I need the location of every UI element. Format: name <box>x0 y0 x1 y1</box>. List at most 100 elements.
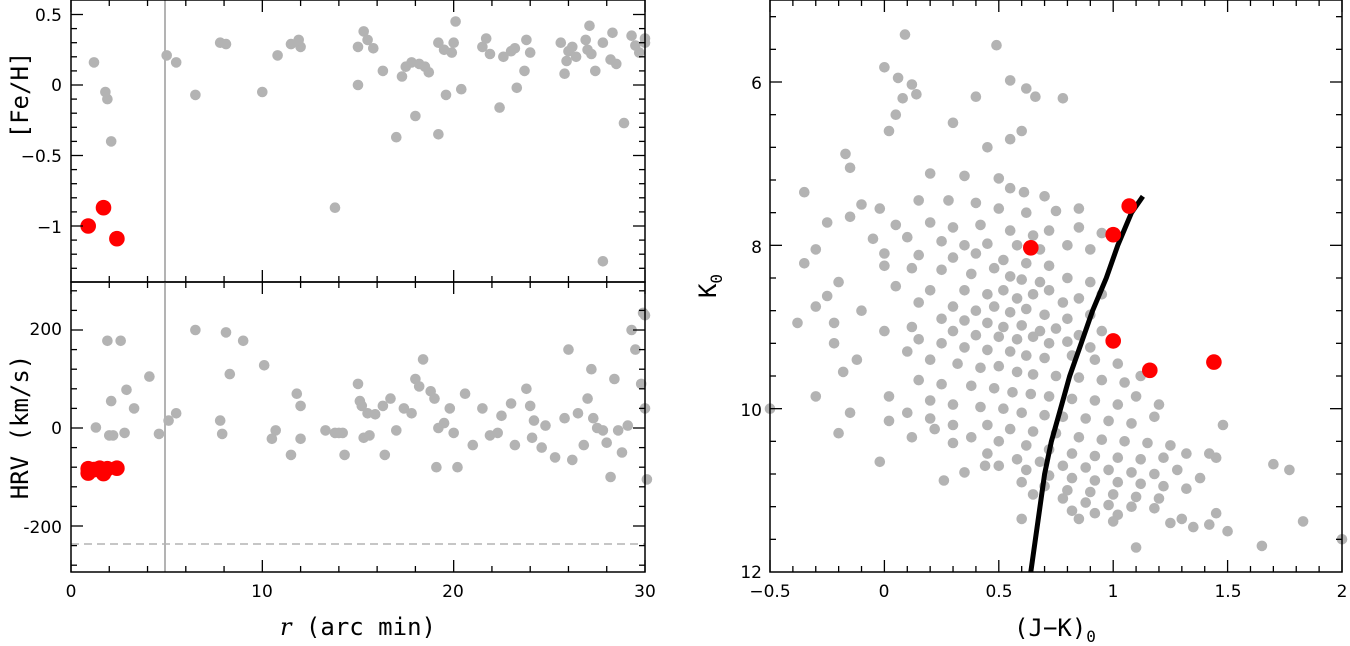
cmd-field-point <box>1181 483 1192 495</box>
cmd-field-point <box>1021 258 1032 269</box>
cmd-field-point <box>902 407 913 419</box>
hrv-field-point <box>612 425 624 436</box>
cmd-field-point <box>902 231 913 243</box>
cmd-field-point <box>924 413 936 424</box>
cmd-field-point <box>970 248 982 259</box>
cmd-field-point <box>1004 423 1016 435</box>
feh-field-point <box>293 34 305 46</box>
jk-xtick-label-1.5: 1.5 <box>1214 582 1241 602</box>
hrv-field-point <box>258 360 270 371</box>
cmd-field-point <box>913 297 924 308</box>
cmd-field-point <box>906 262 918 274</box>
cmd-field-point <box>1011 293 1023 304</box>
cmd-field-point <box>1030 91 1041 102</box>
hrv-field-point <box>526 432 538 444</box>
hrv-field-point <box>528 415 540 426</box>
cmd-field-point <box>1107 516 1119 527</box>
cmd-field-point <box>1089 507 1101 519</box>
cmd-field-point <box>1004 133 1016 145</box>
cmd-panel: 6 8 10 12 −0.5 0 0.5 1 1.5 2 (J−K)0 K0 <box>694 0 1347 646</box>
hrv-field-point <box>369 409 381 420</box>
cmd-field-point <box>1039 191 1050 202</box>
cmd-field-point <box>1062 240 1073 251</box>
hrv-panel-frame <box>70 281 646 573</box>
cmd-field-point <box>913 334 924 345</box>
cmd-field-point <box>1027 331 1039 343</box>
hrv-field-point <box>105 395 117 407</box>
r-xtick-label-0: 0 <box>66 582 77 602</box>
cmd-field-point <box>924 217 936 228</box>
cmd-field-point <box>1096 374 1108 386</box>
cmd-field-point <box>947 437 959 449</box>
cmd-field-point <box>982 238 993 249</box>
cmd-field-point <box>844 407 856 419</box>
hrv-field-point <box>121 384 132 396</box>
feh-ylabel: [Fe/H] <box>6 52 34 139</box>
feh-field-point <box>446 47 458 58</box>
hrv-field-point <box>630 344 641 355</box>
hrv-field-point <box>597 425 609 436</box>
cmd-field-point <box>1153 493 1165 504</box>
cmd-field-point <box>1158 452 1169 464</box>
hrv-field-point <box>406 408 417 419</box>
feh-ytick-label-0: 0 <box>51 76 62 96</box>
cmd-field-point <box>1165 517 1176 529</box>
cmd-field-point <box>1043 391 1055 402</box>
feh-member-points <box>80 199 125 247</box>
feh-field-point <box>524 47 536 58</box>
hrv-field-point <box>285 449 297 461</box>
cmd-field-point <box>1126 467 1137 478</box>
hrv-ytick-label-200: 200 <box>30 320 62 340</box>
cmd-field-point <box>856 199 867 210</box>
feh-field-point <box>570 51 582 63</box>
cmd-field-point <box>1016 125 1027 137</box>
feh-field-point <box>448 37 460 48</box>
jk-xtick-label-0.5: 0.5 <box>985 582 1012 602</box>
cmd-field-point <box>828 317 840 329</box>
feh-field-point <box>456 83 467 95</box>
cmd-field-point <box>1149 411 1160 423</box>
cmd-field-point <box>799 186 810 198</box>
cmd-field-point <box>1130 491 1142 503</box>
hrv-field-point <box>216 428 228 440</box>
cmd-field-point <box>1080 497 1091 508</box>
hrv-field-point <box>467 439 479 451</box>
feh-field-point <box>352 41 364 53</box>
cmd-field-point <box>844 211 856 223</box>
cmd-field-point <box>1126 418 1137 429</box>
feh-field-point <box>586 48 597 60</box>
cmd-field-point <box>1034 276 1046 288</box>
feh-ytick-label-neg1: −1 <box>37 218 62 238</box>
cmd-field-point <box>936 313 947 325</box>
cmd-field-point <box>1112 476 1124 488</box>
cmd-field-point <box>1050 370 1062 382</box>
feh-field-point <box>391 131 402 143</box>
cmd-field-point <box>1096 227 1108 239</box>
feh-field-point <box>590 65 601 77</box>
cmd-field-point <box>1016 513 1027 525</box>
cmd-field-point <box>837 366 849 378</box>
hrv-field-point <box>398 403 410 414</box>
cmd-field-point <box>966 268 977 280</box>
cmd-field-point <box>890 219 902 231</box>
feh-field-point <box>161 50 172 61</box>
hrv-field-point <box>107 430 119 441</box>
cmd-field-point <box>810 301 822 312</box>
cmd-field-points <box>764 29 1348 553</box>
feh-field-point <box>450 16 461 27</box>
cmd-field-point <box>1043 260 1055 272</box>
k-ytick-label-6: 6 <box>751 74 762 94</box>
hrv-field-point <box>90 422 102 433</box>
hrv-field-point <box>540 420 551 431</box>
hrv-field-point <box>586 363 597 375</box>
cmd-field-point <box>991 39 1002 51</box>
cmd-field-point <box>1004 225 1016 236</box>
cmd-field-point <box>1112 358 1124 370</box>
cmd-field-point <box>1016 476 1027 488</box>
feh-field-point <box>521 34 532 46</box>
cmd-field-point <box>970 329 982 341</box>
cmd-field-point <box>1025 388 1037 400</box>
feh-member-point <box>80 218 96 234</box>
cmd-field-point <box>959 467 970 478</box>
